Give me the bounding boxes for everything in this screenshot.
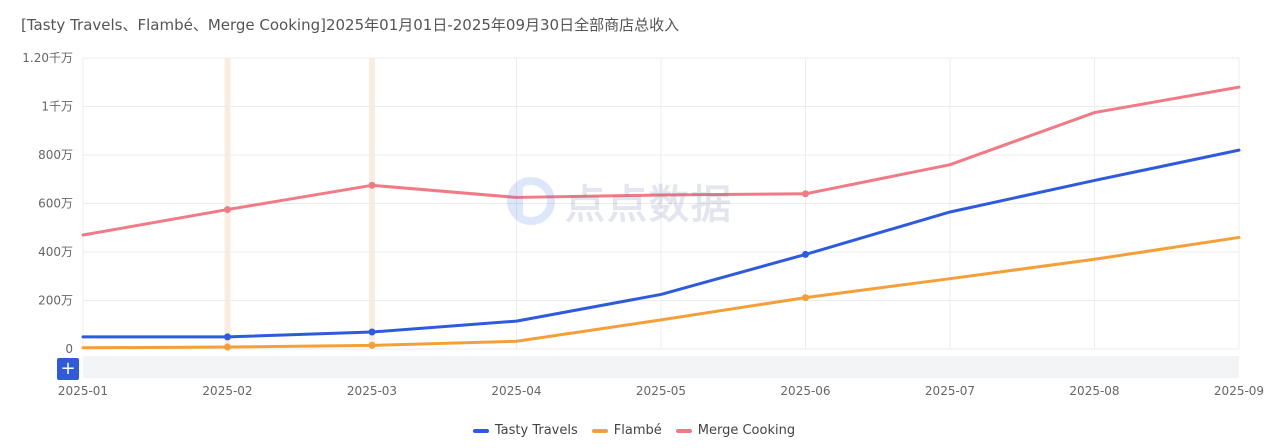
x-tick-label: 2025-06 <box>780 384 830 398</box>
x-tick-label: 2025-07 <box>925 384 975 398</box>
zoom-slider[interactable] <box>83 356 1239 378</box>
x-tick-label: 2025-09 <box>1214 384 1264 398</box>
zoom-plus-button[interactable]: + <box>57 358 79 380</box>
series-line <box>81 85 1241 237</box>
y-tick-label: 1.20千万 <box>22 51 73 65</box>
data-point <box>802 250 809 258</box>
x-tick-label: 2025-02 <box>202 384 252 398</box>
legend-label: Merge Cooking <box>697 423 796 438</box>
y-tick-label: 800万 <box>38 148 73 162</box>
data-point <box>802 190 809 198</box>
data-point <box>368 341 376 349</box>
series-line <box>81 235 1241 350</box>
y-tick-label: 600万 <box>38 197 73 211</box>
data-point <box>224 206 231 214</box>
x-tick-label: 2025-03 <box>347 384 397 398</box>
data-point <box>368 328 376 336</box>
data-point <box>224 343 231 351</box>
y-tick-label: 0 <box>65 342 73 356</box>
y-tick-label: 200万 <box>38 294 73 308</box>
legend: Tasty Travels Flambé Merge Cooking <box>0 423 1268 438</box>
data-point <box>802 294 809 302</box>
y-tick-label: 1千万 <box>41 100 73 114</box>
y-tick-label: 400万 <box>38 245 73 259</box>
legend-label: Flambé <box>613 423 662 438</box>
legend-item[interactable]: Flambé <box>591 423 662 438</box>
x-tick-label: 2025-08 <box>1069 384 1119 398</box>
legend-item[interactable]: Merge Cooking <box>675 423 796 438</box>
x-tick-label: 2025-01 <box>58 384 108 398</box>
legend-swatch <box>675 428 692 433</box>
legend-swatch <box>591 428 608 433</box>
x-tick-label: 2025-04 <box>491 384 541 398</box>
data-point <box>224 333 231 341</box>
legend-item[interactable]: Tasty Travels <box>472 423 578 438</box>
series-line <box>81 148 1241 339</box>
data-point <box>368 181 376 189</box>
legend-label: Tasty Travels <box>494 423 578 438</box>
x-tick-label: 2025-05 <box>636 384 686 398</box>
legend-swatch <box>472 428 489 433</box>
chart-title: [Tasty Travels、Flambé、Merge Cooking]2025… <box>21 16 680 34</box>
